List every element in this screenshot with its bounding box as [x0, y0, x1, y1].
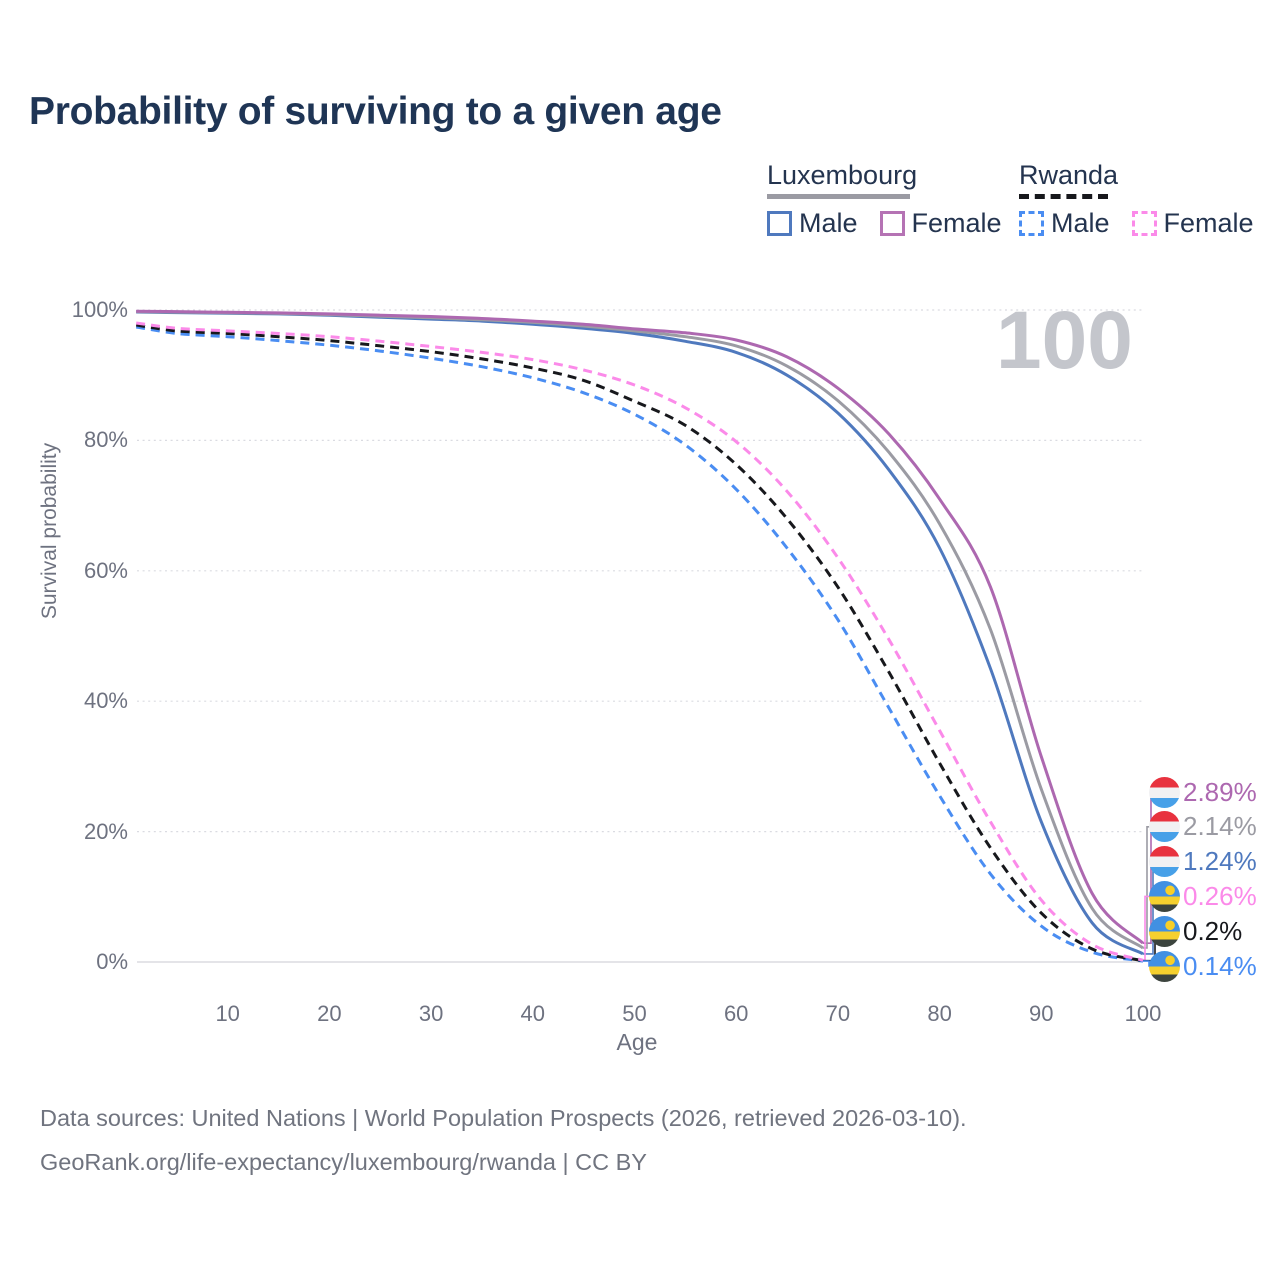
x-tick-label-20: 20: [317, 1001, 342, 1026]
legend-item-rwanda-female[interactable]: Female: [1131, 208, 1254, 239]
end-label-row-rwanda-all: 0.2%: [1149, 914, 1242, 948]
y-tick-label-80%: 80%: [83, 427, 128, 453]
legend-group-title-luxembourg: Luxembourg: [767, 160, 918, 190]
legend-group-rwanda: Rwanda Male Female: [1019, 160, 1254, 239]
series-line-rwanda-male[interactable]: [135, 325, 1144, 963]
end-label-value-rwanda-all: 0.2%: [1183, 915, 1243, 946]
end-label-value-rwanda-female: 0.26%: [1183, 880, 1257, 911]
y-tick-label-20%: 20%: [83, 818, 128, 844]
luxembourg-flag-icon: [1149, 776, 1180, 808]
series-line-rwanda-all[interactable]: [135, 323, 1144, 963]
rwanda-flag-icon: [1149, 880, 1180, 912]
rwanda-flag-icon: [1149, 915, 1180, 947]
luxembourg-flag-icon: [1149, 811, 1180, 843]
end-label-row-luxembourg-all: 2.14%: [1149, 810, 1257, 844]
x-tick-label-10: 10: [215, 1001, 240, 1026]
legend-swatch-rwanda-female[interactable]: [1131, 211, 1157, 236]
legend-item-luxembourg-male[interactable]: Male: [767, 208, 858, 239]
attribution-line: GeoRank.org/life-expectancy/luxembourg/r…: [40, 1149, 647, 1175]
x-tick-label-40: 40: [520, 1001, 546, 1026]
legend-items-rwanda: Male Female: [1019, 208, 1254, 239]
rwanda-flag-icon: [1149, 950, 1180, 982]
legend-underline-dashed-line: [1019, 194, 1108, 199]
end-label-row-luxembourg-male: 1.24%: [1149, 845, 1257, 879]
series-line-rwanda-female[interactable]: [136, 321, 1144, 962]
x-tick-label-70: 70: [825, 1001, 851, 1026]
legend-item-luxembourg-female[interactable]: Female: [879, 208, 1002, 239]
legend-item-rwanda-male[interactable]: Male: [1019, 208, 1110, 239]
x-tick-label-60: 60: [723, 1001, 749, 1026]
end-label-row-luxembourg-female: 2.89%: [1149, 775, 1257, 809]
legend-swatch-rwanda-male[interactable]: [1019, 211, 1044, 236]
end-label-value-luxembourg-male: 1.24%: [1183, 846, 1257, 877]
luxembourg-flag-icon: [1149, 846, 1180, 878]
series-line-luxembourg-female[interactable]: [136, 309, 1145, 945]
legend-underline-solid-line: [767, 194, 910, 199]
end-label-value-luxembourg-all: 2.14%: [1183, 811, 1257, 842]
x-tick-label-90: 90: [1029, 1001, 1054, 1026]
legend-item-label: Female: [1163, 208, 1254, 238]
page-title: Probability of surviving to a given age: [29, 90, 722, 133]
y-tick-label-100%: 100%: [71, 297, 128, 322]
legend-group-title-rwanda: Rwanda: [1019, 160, 1119, 190]
x-tick-label-50: 50: [622, 1001, 647, 1026]
footer: Data sources: United Nations | World Pop…: [40, 1105, 967, 1193]
y-tick-label-0%: 0%: [96, 949, 128, 974]
end-label-row-rwanda-male: 0.14%: [1149, 949, 1257, 983]
legend-items-luxembourg: Male Female: [767, 208, 1002, 239]
y-tick-label-40%: 40%: [83, 688, 128, 714]
legend-item-label: Male: [799, 208, 858, 238]
legend-swatch-luxembourg-male[interactable]: [767, 211, 792, 236]
x-axis-label: Age: [616, 1029, 658, 1055]
legend-item-label: Female: [911, 208, 1002, 238]
y-tick-label-60%: 60%: [83, 557, 128, 583]
legend-group-luxembourg: Luxembourg Male Female: [767, 160, 1002, 239]
end-label-row-rwanda-female: 0.26%: [1149, 879, 1257, 913]
legend-item-label: Male: [1051, 208, 1110, 238]
end-label-value-rwanda-male: 0.14%: [1183, 950, 1257, 981]
age-watermark: 100: [996, 295, 1133, 386]
data-source-line: Data sources: United Nations | World Pop…: [40, 1105, 967, 1131]
x-tick-label-80: 80: [927, 1001, 952, 1026]
x-tick-label-30: 30: [418, 1001, 444, 1026]
legend-swatch-luxembourg-female[interactable]: [879, 211, 905, 236]
end-label-value-luxembourg-female: 2.89%: [1183, 776, 1257, 807]
x-tick-label-100: 100: [1124, 1001, 1162, 1026]
series-line-luxembourg-all[interactable]: [136, 310, 1144, 950]
